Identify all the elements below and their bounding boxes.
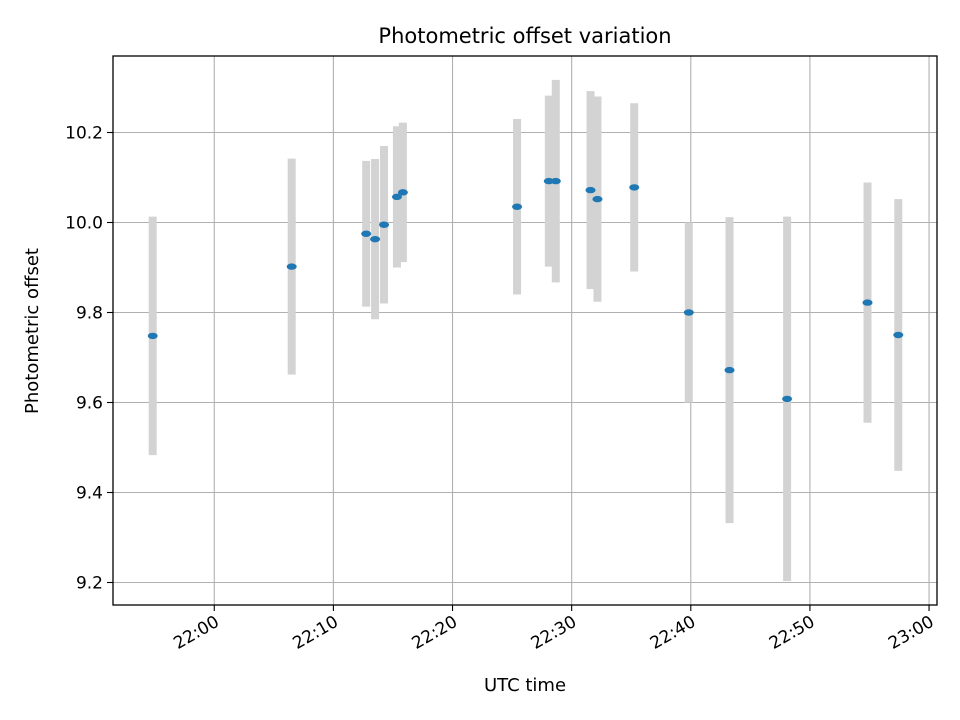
- data-point: [550, 177, 561, 185]
- y-axis-label: Photometric offset: [22, 248, 43, 414]
- data-point: [724, 366, 735, 374]
- data-point: [286, 263, 297, 270]
- x-axis-label: UTC time: [484, 675, 566, 696]
- data-point: [379, 221, 390, 228]
- data-point: [512, 203, 523, 210]
- data-point: [629, 184, 640, 191]
- y-axis-ticks: 9.2 9.4 9.6 9.8 10.0 10.2: [65, 124, 113, 594]
- data-point: [782, 395, 793, 403]
- y-tick-label: 10.2: [65, 124, 103, 144]
- y-tick-label: 10.0: [65, 214, 103, 234]
- data-point: [585, 186, 596, 194]
- chart-title: Photometric offset variation: [378, 24, 671, 48]
- y-tick-label: 9.2: [76, 574, 103, 594]
- data-point: [397, 189, 408, 196]
- data-point: [683, 309, 694, 316]
- data-point: [391, 193, 402, 201]
- data-point: [862, 299, 873, 306]
- data-point: [361, 230, 372, 237]
- data-points: [147, 177, 904, 403]
- data-point: [543, 177, 554, 185]
- y-tick-label: 9.8: [76, 304, 103, 324]
- plot-frame: [112, 55, 938, 606]
- data-point: [147, 332, 158, 340]
- y-tick-label: 9.4: [76, 484, 103, 504]
- data-point: [370, 235, 381, 243]
- data-point: [592, 195, 603, 203]
- data-point: [893, 331, 904, 339]
- y-tick-label: 9.6: [76, 394, 103, 414]
